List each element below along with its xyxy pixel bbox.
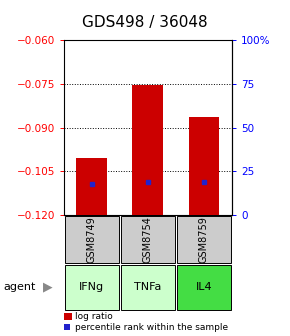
Bar	[65, 216, 119, 263]
Text: percentile rank within the sample: percentile rank within the sample	[75, 323, 228, 332]
Bar	[76, 158, 107, 215]
Text: TNFa: TNFa	[134, 282, 162, 292]
Text: GDS498 / 36048: GDS498 / 36048	[82, 15, 208, 30]
Text: GSM8759: GSM8759	[199, 216, 209, 263]
Bar	[177, 216, 231, 263]
Bar	[188, 118, 219, 215]
Text: agent: agent	[3, 282, 35, 292]
Bar	[121, 265, 175, 310]
Bar	[65, 265, 119, 310]
Text: ▶: ▶	[43, 281, 53, 294]
Text: IFNg: IFNg	[79, 282, 104, 292]
Bar	[121, 216, 175, 263]
Text: GSM8754: GSM8754	[143, 216, 153, 263]
Text: IL4: IL4	[196, 282, 212, 292]
Text: log ratio: log ratio	[75, 312, 113, 321]
Text: GSM8749: GSM8749	[87, 216, 97, 263]
Bar	[177, 265, 231, 310]
Bar	[133, 85, 163, 215]
